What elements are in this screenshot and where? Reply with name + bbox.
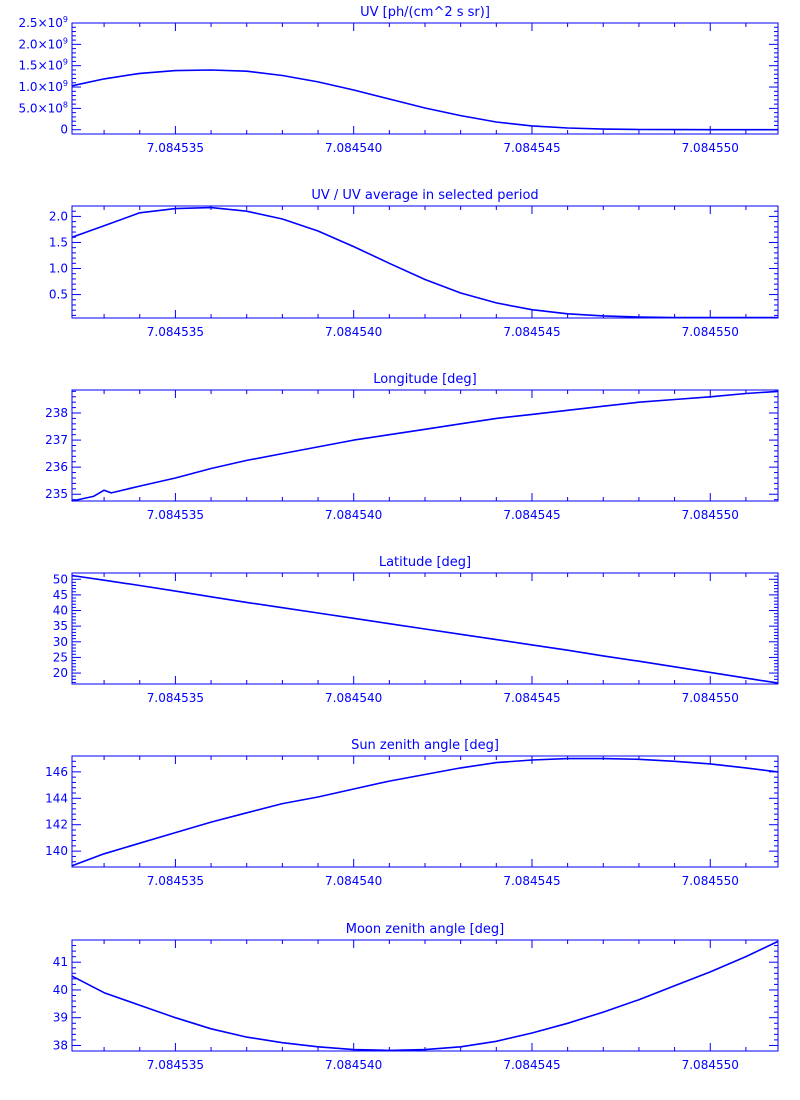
- x-tick-label: 7.084535: [147, 874, 204, 888]
- panel-title: UV / UV average in selected period: [311, 188, 538, 203]
- y-tick-label: 2.5×109: [18, 15, 68, 30]
- plot-frame: [71, 22, 779, 135]
- y-tick-label: 39: [53, 1011, 68, 1025]
- x-tick-label: 7.084540: [325, 691, 382, 705]
- x-tick-label: 7.084550: [682, 874, 739, 888]
- y-tick-label: 30: [53, 635, 68, 649]
- y-tick-label: 1.5×109: [18, 58, 68, 73]
- y-tick-label: 1.5: [49, 235, 68, 249]
- panel-title: Longitude [deg]: [373, 372, 476, 387]
- y-tick-label: 35: [53, 619, 68, 633]
- panel-5: Sun zenith angle [deg] 7.084535 7.084540 7.…: [45, 738, 779, 888]
- x-tick-label: 7.084535: [147, 691, 204, 705]
- panel-4: Latitude [deg] 7.084535 7.084540 7.084545 7.…: [53, 555, 779, 705]
- panel-title: Sun zenith angle [deg]: [351, 738, 499, 753]
- series-line: [71, 940, 779, 1052]
- x-tick-label: 7.084545: [503, 874, 560, 888]
- x-tick-label: 7.084535: [147, 1058, 204, 1072]
- x-tick-label: 7.084540: [325, 325, 382, 339]
- y-tick-label: 237: [45, 433, 68, 447]
- plot-frame: [71, 389, 779, 502]
- x-tick-label: 7.084540: [325, 508, 382, 522]
- y-tick-label: 236: [45, 460, 68, 474]
- y-tick-label: 40: [53, 983, 68, 997]
- x-tick-label: 7.084550: [682, 141, 739, 155]
- x-tick-label: 7.084545: [503, 141, 560, 155]
- y-tick-label: 25: [53, 650, 68, 664]
- x-tick-label: 7.084545: [503, 691, 560, 705]
- x-tick-label: 7.084545: [503, 508, 560, 522]
- panel-3: Longitude [deg] 7.084535 7.084540 7.084545 7…: [45, 372, 779, 522]
- x-tick-label: 7.084550: [682, 508, 739, 522]
- y-tick-label: 50: [53, 572, 68, 586]
- y-tick-label: 144: [45, 791, 68, 805]
- y-tick-label: 41: [53, 955, 68, 969]
- panel-title: Latitude [deg]: [379, 555, 471, 570]
- y-tick-label: 238: [45, 406, 68, 420]
- series-line: [71, 757, 779, 867]
- x-tick-label: 7.084540: [325, 1058, 382, 1072]
- series-line: [71, 390, 779, 502]
- y-tick-label: 0: [60, 123, 68, 137]
- y-tick-label: 146: [45, 765, 68, 779]
- x-tick-label: 7.084535: [147, 141, 204, 155]
- panel-2: UV / UV average in selected period 7.0845…: [49, 188, 779, 339]
- plot-frame: [71, 939, 779, 1052]
- panel-title: Moon zenith angle [deg]: [346, 922, 504, 937]
- x-tick-label: 7.084545: [503, 1058, 560, 1072]
- y-tick-label: 45: [53, 588, 68, 602]
- x-tick-label: 7.084550: [682, 1058, 739, 1072]
- y-tick-label: 38: [53, 1038, 68, 1052]
- x-tick-label: 7.084545: [503, 325, 560, 339]
- y-tick-label: 2.0: [49, 209, 68, 223]
- y-tick-label: 20: [53, 666, 68, 680]
- x-tick-label: 7.084540: [325, 874, 382, 888]
- x-tick-label: 7.084550: [682, 325, 739, 339]
- x-tick-label: 7.084535: [147, 508, 204, 522]
- y-tick-label: 1.0: [49, 262, 68, 276]
- x-tick-label: 7.084550: [682, 691, 739, 705]
- series-line: [71, 574, 779, 684]
- panel-title: UV [ph/(cm^2 s sr)]: [360, 5, 490, 20]
- y-tick-label: 235: [45, 487, 68, 501]
- series-line: [71, 206, 778, 319]
- y-tick-label: 140: [45, 844, 68, 858]
- y-tick-label: 1.0×109: [18, 79, 68, 94]
- y-tick-label: 5.0×108: [18, 100, 68, 115]
- plot-frame: [71, 755, 779, 868]
- panel-1: UV [ph/(cm^2 s sr)] 7.084535 7.084540 7.084…: [18, 5, 779, 155]
- y-tick-label: 40: [53, 604, 68, 618]
- x-tick-label: 7.084535: [147, 325, 204, 339]
- y-tick-label: 2.0×109: [18, 36, 68, 51]
- x-tick-label: 7.084540: [325, 141, 382, 155]
- panel-6: Moon zenith angle [deg] 7.084535 7.084540 7…: [53, 922, 779, 1072]
- plot-frame: [71, 205, 779, 319]
- y-tick-label: 0.5: [49, 288, 68, 302]
- y-tick-label: 142: [45, 818, 68, 832]
- series-line: [71, 69, 778, 131]
